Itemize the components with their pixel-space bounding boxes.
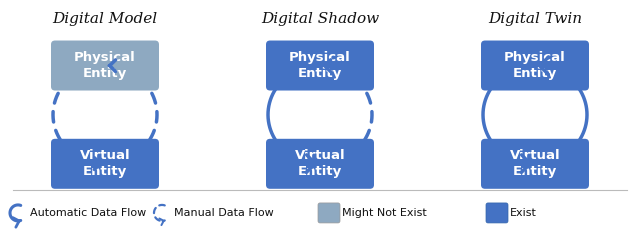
Text: Automatic Data Flow: Automatic Data Flow: [30, 208, 147, 218]
Text: Physical
Entity: Physical Entity: [74, 51, 136, 80]
FancyBboxPatch shape: [481, 139, 589, 189]
FancyBboxPatch shape: [51, 139, 159, 189]
Text: Virtual
Entity: Virtual Entity: [509, 149, 560, 178]
Text: Physical
Entity: Physical Entity: [289, 51, 351, 80]
Text: Might Not Exist: Might Not Exist: [342, 208, 427, 218]
Text: Virtual
Entity: Virtual Entity: [294, 149, 346, 178]
Text: Virtual
Entity: Virtual Entity: [80, 149, 131, 178]
Text: Exist: Exist: [510, 208, 537, 218]
FancyBboxPatch shape: [318, 203, 340, 223]
FancyBboxPatch shape: [51, 40, 159, 91]
FancyBboxPatch shape: [481, 40, 589, 91]
Text: Physical
Entity: Physical Entity: [504, 51, 566, 80]
Text: Digital Twin: Digital Twin: [488, 12, 582, 26]
Text: Manual Data Flow: Manual Data Flow: [174, 208, 274, 218]
Text: Digital Model: Digital Model: [52, 12, 157, 26]
FancyBboxPatch shape: [266, 139, 374, 189]
FancyBboxPatch shape: [266, 40, 374, 91]
FancyBboxPatch shape: [486, 203, 508, 223]
Text: Digital Shadow: Digital Shadow: [261, 12, 379, 26]
